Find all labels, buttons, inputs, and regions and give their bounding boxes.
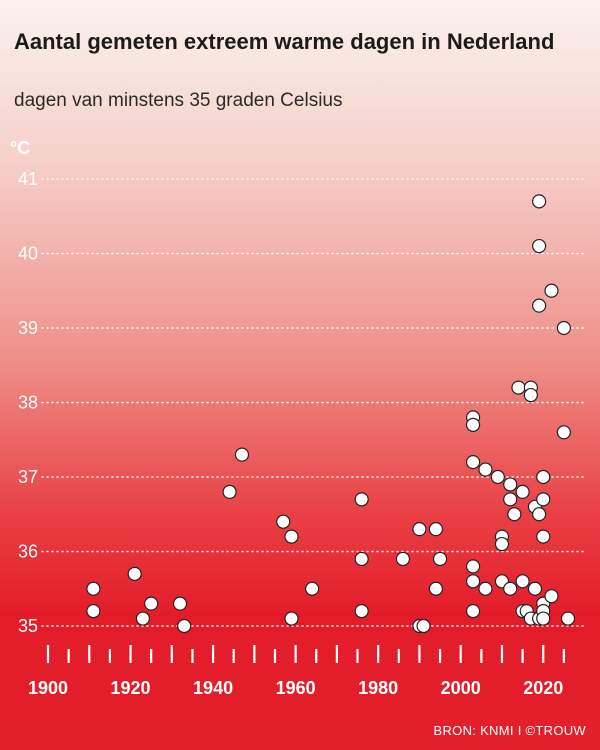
y-tick-label-39: 39 [18, 318, 38, 338]
data-point-60 [544, 283, 559, 298]
data-point-24 [465, 417, 481, 432]
data-point-10 [284, 529, 299, 544]
y-tick-label-35: 35 [18, 616, 38, 636]
data-point-8 [234, 447, 250, 462]
data-point-5 [172, 596, 188, 611]
data-point-28 [465, 603, 481, 619]
data-point-11 [284, 611, 299, 626]
data-point-37 [503, 581, 518, 596]
data-point-22 [428, 581, 444, 596]
data-point-7 [222, 484, 237, 499]
data-point-45 [523, 387, 538, 403]
data-point-61 [544, 589, 559, 604]
x-tick-label-1920: 1920 [111, 678, 151, 698]
data-point-39 [511, 380, 526, 395]
y-tick-label-36: 36 [18, 542, 38, 562]
data-point-19 [416, 618, 431, 634]
y-axis-unit: °C [10, 138, 31, 158]
data-point-56 [536, 529, 551, 544]
data-point-31 [490, 469, 505, 485]
data-point-1 [86, 603, 101, 619]
data-point-3 [135, 611, 151, 626]
data-point-50 [532, 238, 547, 254]
data-point-33 [494, 536, 510, 552]
data-point-29 [478, 462, 493, 477]
data-point-41 [515, 574, 530, 589]
x-tick-label-1980: 1980 [358, 678, 398, 698]
x-tick-label-1900: 1900 [28, 678, 68, 698]
data-point-17 [412, 522, 427, 537]
data-point-6 [177, 618, 192, 634]
x-tick-label-2020: 2020 [523, 678, 563, 698]
data-point-48 [527, 581, 543, 596]
chart-subtitle: dagen van minstens 35 graden Celsius [14, 90, 343, 111]
data-point-15 [354, 603, 369, 619]
data-point-36 [503, 492, 518, 507]
y-tick-label-37: 37 [18, 467, 38, 487]
y-tick-label-38: 38 [18, 393, 38, 413]
data-point-9 [276, 514, 291, 529]
data-point-63 [556, 425, 571, 440]
data-point-62 [556, 320, 571, 336]
x-tick-label-1940: 1940 [193, 678, 233, 698]
data-point-21 [432, 551, 448, 567]
data-point-64 [560, 611, 576, 626]
data-point-40 [515, 484, 530, 499]
data-point-38 [507, 507, 522, 522]
x-tick-label-1960: 1960 [276, 678, 316, 698]
data-point-27 [465, 574, 481, 589]
x-tick-label-2000: 2000 [441, 678, 481, 698]
chart-title: Aantal gemeten extreem warme dagen in Ne… [14, 29, 555, 54]
data-point-51 [532, 298, 547, 313]
y-tick-label-40: 40 [18, 244, 38, 264]
data-point-55 [536, 492, 551, 507]
data-point-20 [428, 522, 444, 537]
data-point-13 [354, 492, 369, 507]
data-point-12 [305, 581, 320, 596]
data-point-54 [536, 469, 551, 485]
data-point-2 [127, 566, 142, 581]
data-point-35 [503, 477, 518, 492]
data-point-14 [354, 551, 369, 567]
source-credit: BRON: KNMI I ©TROUW [433, 723, 586, 738]
data-point-52 [532, 507, 547, 522]
y-tick-label-41: 41 [18, 169, 38, 189]
data-point-0 [86, 581, 101, 596]
data-point-49 [532, 194, 547, 209]
data-point-16 [395, 551, 411, 567]
data-point-30 [478, 581, 493, 596]
data-point-25 [465, 455, 481, 470]
data-point-26 [465, 559, 481, 574]
data-point-59 [536, 611, 551, 626]
data-point-4 [144, 596, 159, 611]
